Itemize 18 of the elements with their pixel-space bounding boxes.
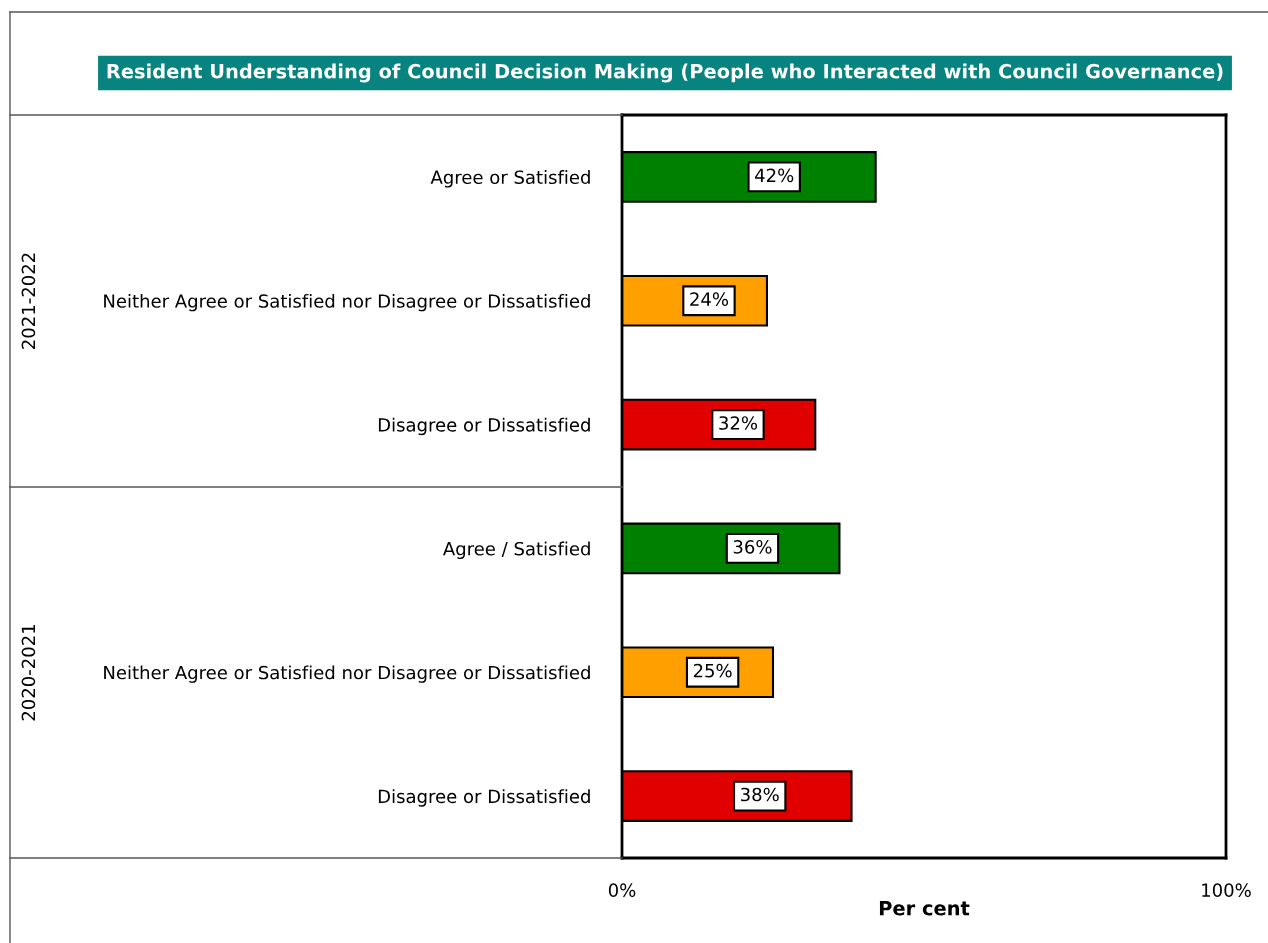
y-tick-label: Agree / Satisfied [443,541,590,560]
y-tick-label: Agree or Satisfied [430,170,590,188]
y-tick-label: Neither Agree or Satisfied nor Disagree or Dissatisfied [104,293,590,312]
data-label: 25% [693,663,732,678]
x-tick-label: 100% [1202,883,1251,897]
data-label: 38% [741,787,779,802]
chart-title: Resident Understanding of Council Decision Making (People who Interacted with Council Governance) [107,63,1223,83]
data-label: 24% [690,292,729,306]
x-tick-label: 0% [608,883,636,897]
text: 2021-2022 [21,253,36,349]
x-axis-title: Per cent [879,901,970,916]
data-label: 42% [755,168,794,183]
y-tick-label: Neither Agree or Satisfied nor Disagree or Dissatisfied [104,665,590,683]
data-label: 32% [719,416,758,430]
data-label: 36% [733,540,772,554]
y-tick-label: Disagree or Dissatisfied [378,417,590,436]
text: 2020-2021 [21,624,36,721]
y-tick-label: Disagree or Dissatisfied [378,789,590,807]
